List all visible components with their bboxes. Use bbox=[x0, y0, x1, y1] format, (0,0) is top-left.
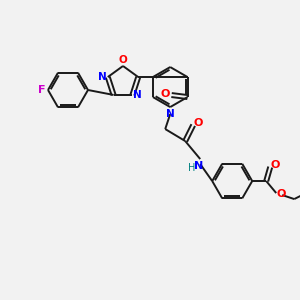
Text: F: F bbox=[38, 85, 46, 95]
Text: O: O bbox=[194, 118, 203, 128]
Text: O: O bbox=[161, 89, 170, 99]
Text: N: N bbox=[133, 90, 142, 100]
Text: N: N bbox=[194, 161, 203, 171]
Text: O: O bbox=[271, 160, 280, 170]
Text: N: N bbox=[166, 109, 175, 119]
Text: H: H bbox=[188, 163, 195, 173]
Text: O: O bbox=[277, 189, 286, 199]
Text: N: N bbox=[98, 72, 107, 82]
Text: O: O bbox=[118, 55, 127, 65]
